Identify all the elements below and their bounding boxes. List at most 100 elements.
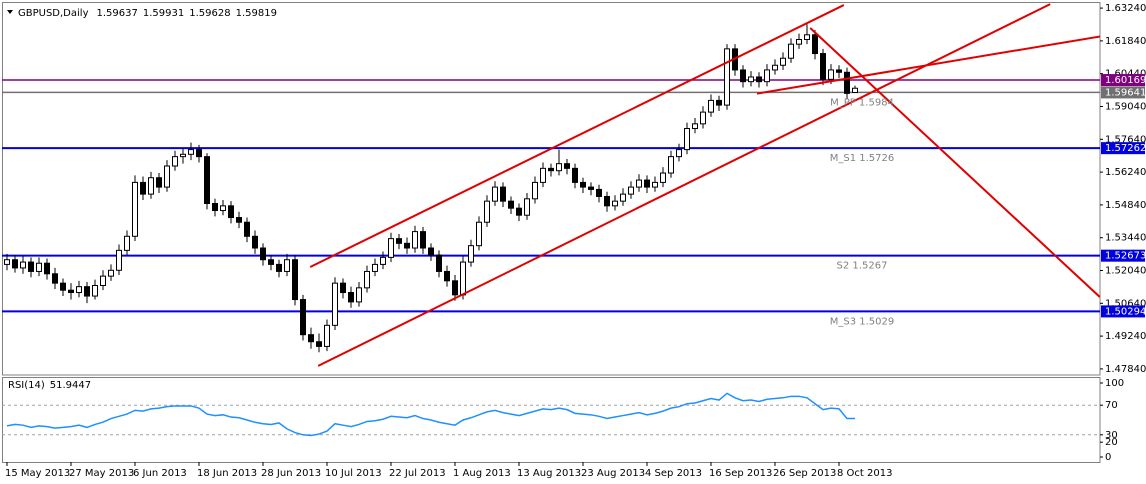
candle-body <box>412 231 418 249</box>
candle-body <box>700 111 706 125</box>
candle-body <box>660 172 666 183</box>
trendline <box>809 27 1100 298</box>
candle-body <box>508 200 514 209</box>
candle-body <box>348 292 354 303</box>
candle-body <box>12 259 18 269</box>
y-tick-label: 1.53440 <box>1105 233 1146 244</box>
symbol: GBPUSD,Daily <box>18 8 89 19</box>
candle-body <box>556 163 562 172</box>
rsi-tick-label: 30 <box>1105 430 1118 441</box>
candle-body <box>668 156 674 174</box>
candle-body <box>76 286 82 294</box>
candle-body <box>836 69 842 73</box>
open: 1.59637 <box>97 8 138 19</box>
candle-body <box>420 231 426 249</box>
rsi-line <box>6 392 856 437</box>
x-tick-label: 23 Aug 2013 <box>581 468 645 479</box>
candle-body <box>84 286 90 297</box>
candle-body <box>244 221 250 237</box>
y-tick-label: 1.50640 <box>1105 298 1146 309</box>
x-tick-label: 28 Jun 2013 <box>261 468 321 479</box>
rsi-value: 51.9447 <box>50 380 91 391</box>
candle-body <box>364 270 370 289</box>
candle-body <box>676 149 682 158</box>
y-tick-label: 1.54840 <box>1105 200 1146 211</box>
level-tag-label: 1.60169 <box>1105 75 1146 86</box>
level-text: S2 1.5267 <box>837 261 888 272</box>
level-text: M_S1 1.5726 <box>830 153 895 164</box>
candle-body <box>500 186 506 202</box>
level-tag <box>1101 305 1145 318</box>
candle-body <box>52 273 58 284</box>
candle-body <box>796 38 802 45</box>
candle-body <box>340 282 346 294</box>
menu-arrow <box>7 10 13 14</box>
x-tick-label: 1 Aug 2013 <box>453 468 511 479</box>
candle-body <box>44 262 50 275</box>
candle-body <box>20 261 26 269</box>
x-tick-label: 22 Jul 2013 <box>389 468 446 479</box>
level-tag-label: 1.52673 <box>1105 251 1146 262</box>
candle-body <box>372 263 378 272</box>
candle-body <box>60 282 66 291</box>
candle-body <box>292 259 298 301</box>
candle-body <box>748 76 754 83</box>
x-tick-label: 27 May 2013 <box>69 468 134 479</box>
candle-body <box>636 179 642 188</box>
candle-body <box>356 287 362 303</box>
price-panel <box>2 2 1101 376</box>
candle-body <box>532 181 538 200</box>
level-tag <box>1101 86 1145 99</box>
candle-body <box>524 198 530 216</box>
candle-body <box>140 181 146 195</box>
candle-body <box>4 259 10 265</box>
candle-body <box>708 99 714 113</box>
candle-body <box>580 181 586 188</box>
x-tick-label: 26 Sep 2013 <box>773 468 836 479</box>
y-tick-label: 1.63240 <box>1105 3 1146 14</box>
candle-body <box>404 242 410 249</box>
candle-body <box>276 263 282 272</box>
candle-body <box>236 217 242 223</box>
candle-body <box>380 256 386 265</box>
candle-body <box>180 153 186 158</box>
high: 1.59931 <box>143 8 184 19</box>
candle-body <box>852 87 858 94</box>
candle-body <box>596 188 602 197</box>
candle-body <box>628 186 634 195</box>
trendline <box>756 35 1100 95</box>
candle-body <box>300 299 306 336</box>
x-tick-label: 16 Sep 2013 <box>709 468 772 479</box>
x-tick-label: 18 Jun 2013 <box>197 468 257 479</box>
trendline <box>309 4 845 268</box>
candle-body <box>204 156 210 204</box>
candle-body <box>516 207 522 216</box>
candle-body <box>388 238 394 258</box>
low: 1.59628 <box>189 8 230 19</box>
candle-body <box>268 259 274 265</box>
y-tick-label: 1.47840 <box>1105 364 1146 375</box>
candle-body <box>684 128 690 151</box>
candle-body <box>492 186 498 202</box>
candle-body <box>540 167 546 183</box>
candle-body <box>116 249 122 271</box>
candle-body <box>164 165 170 188</box>
candle-body <box>820 53 826 80</box>
candle-body <box>620 193 626 202</box>
candle-body <box>436 254 442 272</box>
rsi-tick-label: 70 <box>1105 400 1118 411</box>
rsi-tick-label: 20 <box>1105 437 1118 448</box>
level-tag-label: 1.50294 <box>1105 306 1146 317</box>
candle-body <box>36 262 42 272</box>
x-tick-label: 13 Aug 2013 <box>517 468 581 479</box>
candle-body <box>156 177 162 188</box>
candle-body <box>316 341 322 347</box>
rsi-tick-label: 100 <box>1105 378 1124 389</box>
candle-body <box>468 245 474 263</box>
candle-body <box>284 259 290 272</box>
candle-body <box>612 200 618 207</box>
x-tick-label: 10 Jul 2013 <box>325 468 382 479</box>
candle-body <box>548 167 554 172</box>
